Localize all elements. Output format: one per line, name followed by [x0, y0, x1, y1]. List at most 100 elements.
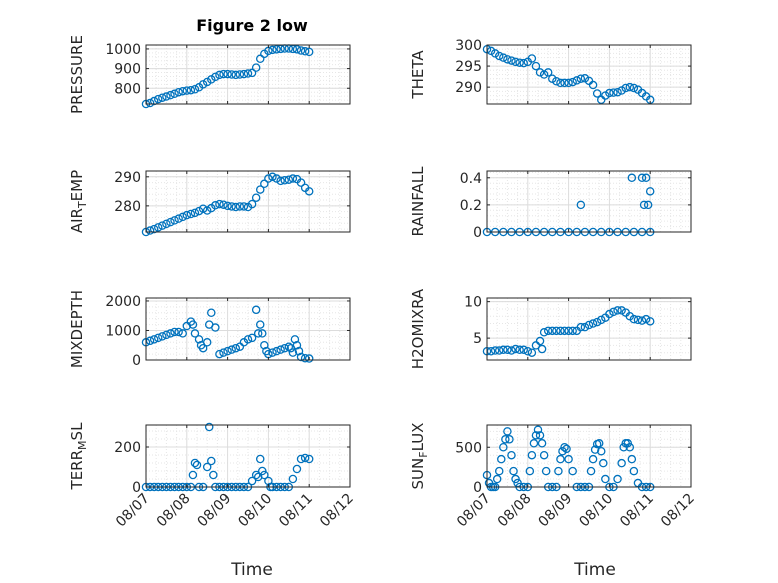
data-point [645, 187, 655, 196]
data-point [190, 329, 200, 338]
y-tick-label: 1000 [105, 42, 141, 58]
axes-box [145, 297, 351, 361]
data-point [288, 474, 298, 484]
data-point [296, 352, 306, 362]
x-tick-label: 08/07 [454, 491, 494, 531]
data-point [194, 335, 204, 344]
x-tick-label: 08/08 [154, 491, 194, 531]
data-point [562, 444, 571, 454]
x-tick-label: 08/11 [617, 491, 657, 531]
data-point [223, 69, 232, 79]
data-point [268, 172, 277, 182]
data-point [560, 78, 569, 88]
data-point [192, 460, 202, 470]
data-point [629, 83, 639, 93]
data-point [174, 327, 183, 337]
data-point [296, 178, 306, 187]
data-point [198, 204, 208, 214]
figure-title: Figure 2 low [196, 16, 308, 35]
axes-box [486, 44, 692, 105]
x-tick-label: 08/07 [113, 491, 153, 531]
data-point [537, 439, 547, 448]
data-point [292, 45, 302, 54]
y-tick-label: 295 [455, 59, 482, 75]
y-axis-label: RAINFALL [409, 166, 427, 237]
x-tick-label: 08/11 [276, 491, 316, 531]
data-point [637, 173, 647, 183]
x-tick-label: 08/08 [495, 491, 535, 531]
data-point [564, 454, 573, 464]
data-point [304, 354, 314, 363]
data-point [153, 223, 163, 232]
axes-box [486, 170, 692, 233]
data-point [535, 336, 545, 346]
data-point [178, 212, 187, 222]
data-point [190, 208, 200, 218]
data-point [576, 200, 586, 210]
data-point [505, 435, 514, 444]
data-point [613, 306, 622, 315]
y-tick-label: 10 [464, 295, 482, 311]
data-point [290, 335, 300, 344]
data-point [284, 342, 294, 351]
y-tick-label: 290 [114, 170, 141, 186]
data-point [258, 466, 267, 476]
subplot-pressure: 800 900 1000 PRESSURE [68, 35, 351, 114]
data-point [576, 322, 586, 332]
subplot-sun_flux: 0 500 08/07 08/08 08/09 08/10 08/11 08/12 SUNFLU… [409, 423, 698, 531]
data-point [231, 343, 241, 353]
data-point [617, 306, 626, 315]
data-point [643, 200, 653, 210]
data-point [166, 90, 175, 100]
x-tick-label: 08/12 [658, 491, 698, 531]
data-point [215, 70, 224, 80]
data-point [503, 427, 512, 436]
data-point [255, 54, 265, 64]
data-point [255, 320, 265, 329]
y-tick-label: 0 [132, 480, 141, 496]
data-point [515, 345, 524, 355]
data-point [515, 58, 524, 67]
data-point [239, 202, 249, 211]
data-point [531, 431, 541, 440]
data-point [207, 456, 216, 466]
data-point [243, 69, 253, 78]
data-point [162, 92, 171, 101]
y-tick-label: 900 [114, 62, 141, 78]
data-point [539, 450, 549, 460]
data-point [247, 476, 257, 486]
y-axis-label: H2OMIXRA [409, 288, 427, 369]
y-tick-label: 0 [473, 225, 482, 241]
data-point [227, 345, 236, 354]
data-point [209, 470, 218, 480]
y-axis-label: THETA [409, 50, 427, 100]
axes-box [486, 297, 692, 361]
data-point [629, 314, 639, 324]
data-point [272, 346, 281, 356]
data-point [243, 335, 253, 344]
data-point [645, 317, 655, 326]
axes-box [145, 170, 351, 233]
data-point [182, 210, 192, 220]
data-point [255, 185, 265, 194]
data-point [186, 85, 196, 95]
data-point [613, 474, 622, 484]
data-point [584, 320, 594, 330]
data-point [633, 315, 643, 325]
data-point [292, 340, 302, 350]
y-tick-label: 500 [455, 440, 482, 456]
data-point [543, 326, 553, 336]
data-point [260, 179, 269, 189]
y-tick-label: 300 [455, 38, 482, 54]
data-point [519, 345, 528, 355]
data-point [529, 439, 539, 448]
data-point [507, 450, 516, 460]
data-point [560, 326, 569, 336]
data-point [211, 72, 220, 82]
data-point [288, 174, 298, 183]
data-point [552, 76, 561, 86]
data-point [592, 317, 602, 327]
data-point [527, 450, 537, 460]
data-point [507, 56, 516, 65]
data-point [260, 340, 269, 350]
